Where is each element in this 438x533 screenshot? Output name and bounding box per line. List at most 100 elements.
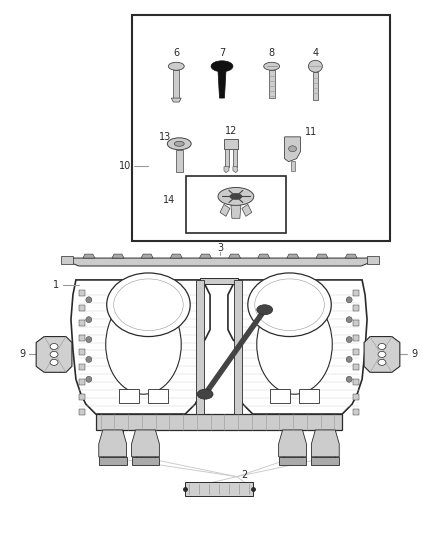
Text: 8: 8 bbox=[268, 49, 275, 58]
Bar bbox=[279, 457, 307, 465]
Bar bbox=[79, 305, 85, 311]
Ellipse shape bbox=[168, 62, 184, 70]
Text: 1: 1 bbox=[53, 280, 59, 290]
Polygon shape bbox=[311, 430, 339, 457]
Bar bbox=[79, 335, 85, 341]
Ellipse shape bbox=[346, 357, 352, 362]
Ellipse shape bbox=[167, 138, 191, 150]
Bar bbox=[79, 409, 85, 415]
Ellipse shape bbox=[248, 273, 331, 336]
Bar bbox=[119, 389, 138, 403]
Polygon shape bbox=[131, 430, 159, 457]
Polygon shape bbox=[141, 254, 153, 258]
Ellipse shape bbox=[378, 351, 386, 358]
Ellipse shape bbox=[107, 273, 190, 336]
Bar bbox=[353, 394, 359, 400]
Polygon shape bbox=[231, 205, 241, 219]
Bar bbox=[353, 335, 359, 341]
Text: 10: 10 bbox=[119, 160, 131, 171]
Polygon shape bbox=[258, 254, 270, 258]
Bar bbox=[367, 256, 379, 264]
Bar bbox=[311, 457, 339, 465]
Ellipse shape bbox=[230, 193, 242, 199]
Ellipse shape bbox=[346, 336, 352, 343]
Bar bbox=[173, 70, 179, 98]
Bar bbox=[353, 409, 359, 415]
Text: 7: 7 bbox=[219, 49, 225, 58]
Polygon shape bbox=[364, 336, 400, 373]
Polygon shape bbox=[71, 280, 210, 414]
Bar bbox=[79, 394, 85, 400]
Ellipse shape bbox=[218, 188, 254, 205]
Polygon shape bbox=[229, 254, 240, 258]
Text: 14: 14 bbox=[163, 196, 175, 205]
Bar bbox=[79, 290, 85, 296]
Polygon shape bbox=[279, 430, 307, 457]
Ellipse shape bbox=[346, 297, 352, 303]
Bar bbox=[290, 160, 294, 171]
Text: 4: 4 bbox=[312, 49, 318, 58]
Bar bbox=[103, 430, 123, 460]
Bar bbox=[270, 389, 290, 403]
Bar bbox=[79, 320, 85, 326]
Ellipse shape bbox=[308, 60, 322, 72]
Text: 9: 9 bbox=[412, 350, 418, 359]
Bar bbox=[96, 414, 342, 430]
Polygon shape bbox=[316, 254, 328, 258]
Polygon shape bbox=[199, 254, 212, 258]
Text: 12: 12 bbox=[225, 126, 237, 136]
Bar bbox=[99, 457, 127, 465]
Bar bbox=[234, 280, 242, 414]
Polygon shape bbox=[99, 430, 127, 457]
Ellipse shape bbox=[86, 357, 92, 362]
Bar bbox=[353, 290, 359, 296]
Polygon shape bbox=[36, 336, 72, 373]
Text: 13: 13 bbox=[159, 132, 172, 142]
Ellipse shape bbox=[86, 376, 92, 382]
Bar bbox=[224, 139, 238, 149]
Ellipse shape bbox=[378, 359, 386, 365]
Ellipse shape bbox=[264, 62, 279, 70]
Ellipse shape bbox=[197, 389, 213, 399]
Bar bbox=[148, 389, 168, 403]
Ellipse shape bbox=[50, 343, 58, 350]
Bar bbox=[176, 150, 183, 172]
Bar bbox=[135, 430, 155, 460]
Bar bbox=[315, 430, 335, 460]
Polygon shape bbox=[220, 204, 230, 216]
Bar bbox=[61, 256, 73, 264]
Bar bbox=[233, 149, 237, 167]
Text: 9: 9 bbox=[19, 350, 25, 359]
Ellipse shape bbox=[50, 359, 58, 365]
Polygon shape bbox=[171, 98, 181, 102]
Bar bbox=[300, 389, 319, 403]
Ellipse shape bbox=[106, 295, 181, 394]
Ellipse shape bbox=[257, 305, 273, 314]
Ellipse shape bbox=[289, 146, 297, 152]
Bar bbox=[353, 379, 359, 385]
Bar bbox=[79, 365, 85, 370]
Text: 3: 3 bbox=[217, 243, 223, 253]
Bar bbox=[283, 430, 303, 460]
Polygon shape bbox=[170, 254, 182, 258]
Polygon shape bbox=[224, 167, 229, 173]
Polygon shape bbox=[287, 254, 299, 258]
Polygon shape bbox=[228, 280, 367, 414]
Ellipse shape bbox=[211, 61, 233, 72]
Ellipse shape bbox=[346, 376, 352, 382]
Text: 6: 6 bbox=[173, 49, 179, 58]
Polygon shape bbox=[69, 258, 371, 266]
Polygon shape bbox=[233, 167, 238, 173]
Bar bbox=[353, 350, 359, 356]
Ellipse shape bbox=[86, 297, 92, 303]
Ellipse shape bbox=[86, 317, 92, 322]
Text: 11: 11 bbox=[304, 127, 317, 137]
Ellipse shape bbox=[346, 317, 352, 322]
Bar bbox=[313, 72, 318, 100]
Bar bbox=[268, 70, 275, 98]
Bar bbox=[186, 175, 286, 233]
Ellipse shape bbox=[50, 351, 58, 358]
Ellipse shape bbox=[86, 336, 92, 343]
Bar bbox=[131, 457, 159, 465]
Text: 2: 2 bbox=[241, 470, 247, 480]
